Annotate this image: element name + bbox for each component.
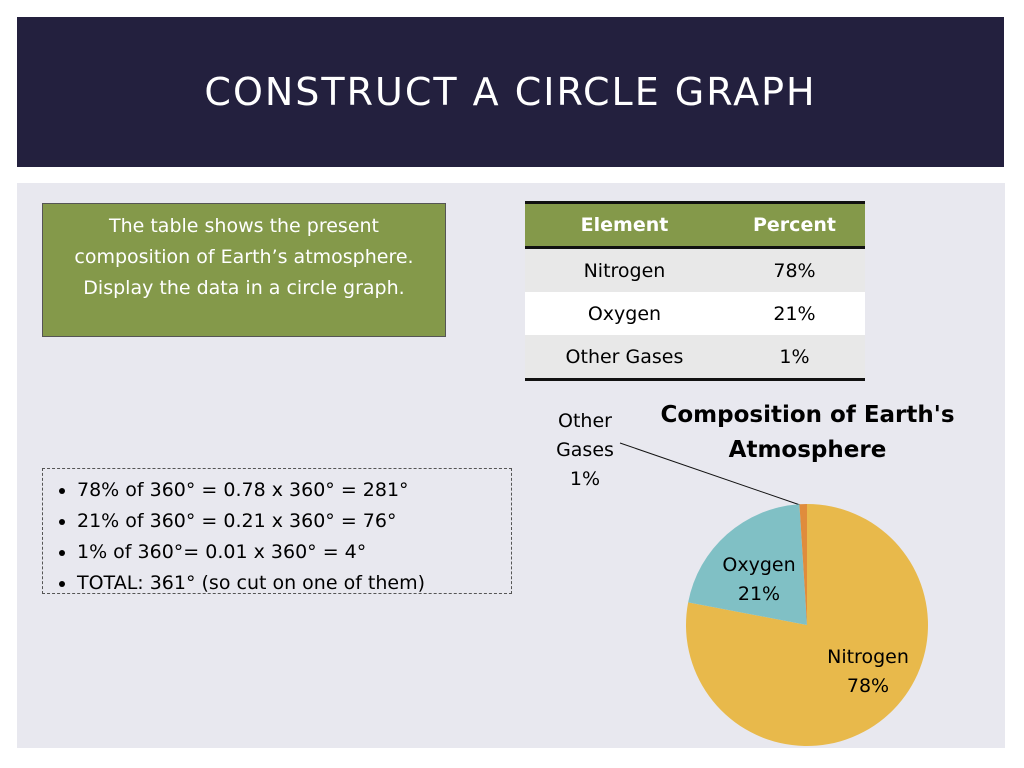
- bullet: 21% of 360° = 0.21 x 360° = 76°: [77, 506, 501, 537]
- intro-box: The table shows the present composition …: [42, 203, 446, 337]
- bullet: 78% of 360° = 0.78 x 360° = 281°: [77, 475, 501, 506]
- chart-title: Composition of Earth's Atmosphere: [660, 402, 955, 463]
- table-header: Percent: [723, 202, 865, 249]
- value-label: 78%: [846, 675, 890, 697]
- table-cell: 78%: [723, 247, 865, 292]
- calculation-box: 78% of 360° = 0.78 x 360° = 281° 21% of …: [42, 468, 512, 594]
- table-cell: 21%: [723, 292, 865, 335]
- table-header: Element: [525, 202, 724, 249]
- value-label: 21%: [737, 583, 781, 605]
- bullet: TOTAL: 361° (so cut on one of them): [77, 568, 501, 599]
- pie-slice: [799, 504, 807, 625]
- value-label: 1%: [569, 468, 601, 490]
- data-label: Oxygen 21%: [714, 551, 804, 609]
- data-table: Element Percent Nitrogen 78% Oxygen 21% Oth…: [525, 201, 865, 381]
- table-cell: Nitrogen: [525, 247, 724, 292]
- data-label: Other Gases 1%: [550, 407, 620, 494]
- table-cell: 1%: [723, 335, 865, 380]
- pie-slice: [688, 504, 807, 625]
- slide-title: CONSTRUCT A CIRCLE GRAPH: [17, 17, 1004, 167]
- data-label: Nitrogen 78%: [818, 643, 918, 701]
- category-label: Oxygen: [722, 554, 796, 576]
- bullet: 1% of 360°= 0.01 x 360° = 4°: [77, 537, 501, 568]
- leader-line: [619, 442, 804, 507]
- table-cell: Other Gases: [525, 335, 724, 380]
- category-label: Nitrogen: [827, 646, 909, 668]
- category-label: Other Gases: [556, 410, 614, 461]
- table-cell: Oxygen: [525, 292, 724, 335]
